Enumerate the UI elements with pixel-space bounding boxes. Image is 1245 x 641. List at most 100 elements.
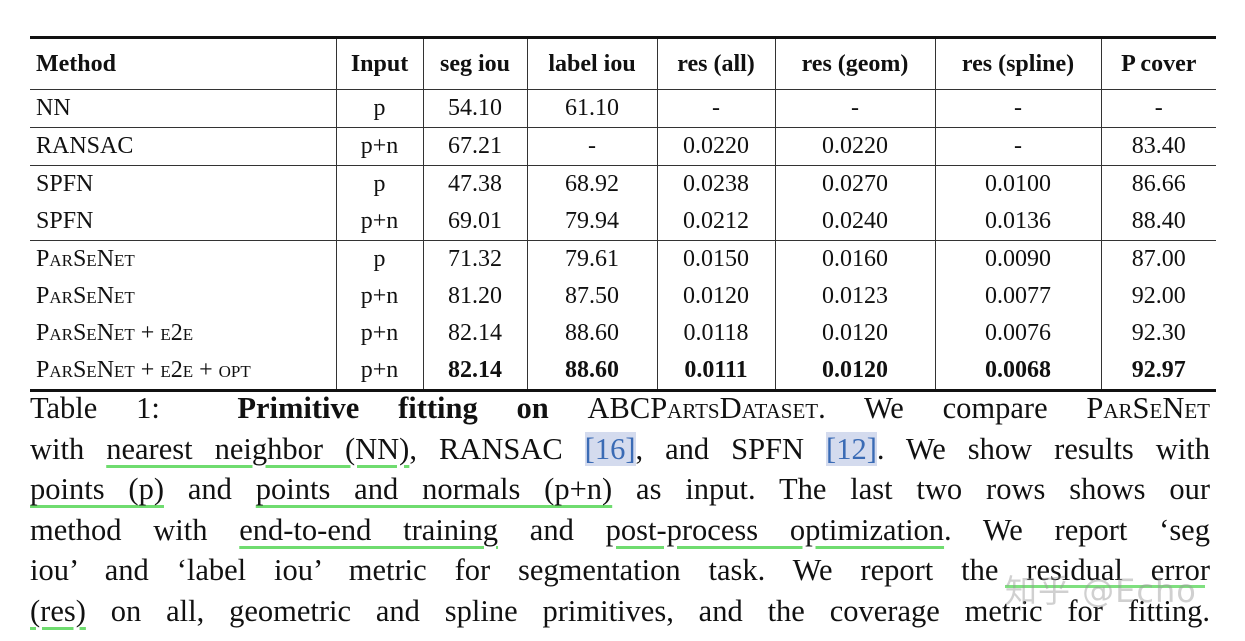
value-cell: 0.0123: [774, 278, 935, 315]
value-cell: 0.0120: [656, 278, 775, 315]
value-cell: 0.0120: [774, 352, 935, 391]
group-parsenet: ParSeNet p 71.32 79.61 0.0150 0.0160 0.0…: [30, 240, 1216, 391]
header-res-all: res (all): [656, 37, 775, 90]
value-cell: 79.94: [526, 203, 657, 241]
citation-ransac-link[interactable]: [16]: [584, 431, 636, 466]
citation-spfn-link[interactable]: [12]: [826, 431, 877, 466]
group-spfn: SPFN p 47.38 68.92 0.0238 0.0270 0.0100 …: [30, 165, 1216, 241]
header-seg-iou: seg iou: [422, 37, 527, 90]
method-cell: RANSAC: [36, 133, 134, 159]
residual-error-text: residual error: [1026, 553, 1210, 588]
value-cell: 0.0150: [656, 240, 775, 278]
value-cell: 88.60: [526, 315, 657, 352]
value-cell: -: [526, 127, 657, 166]
value-cell: 81.20: [422, 278, 527, 315]
parsenet-name: ParSeNet: [1086, 391, 1211, 425]
method-cell: ParSeNet: [36, 283, 135, 309]
value-cell: 0.0136: [934, 203, 1101, 241]
value-cell: 87.00: [1100, 240, 1216, 278]
caption-title: Primitive fitting on: [237, 391, 549, 425]
value-cell: 68.92: [526, 165, 657, 203]
value-cell: 0.0240: [774, 203, 935, 241]
caption-line-1: Table 1: Primitive fitting on ABCPartsDa…: [30, 391, 1211, 425]
results-table: Method Input seg iou label iou res (all)…: [30, 36, 1216, 392]
method-cell: SPFN: [36, 171, 94, 197]
value-cell: 0.0212: [656, 203, 775, 241]
value-cell: 47.38: [422, 165, 527, 203]
method-cell: ParSeNet: [36, 246, 135, 272]
value-cell: 83.40: [1100, 127, 1216, 166]
table-row: ParSeNet p+n 81.20 87.50 0.0120 0.0123 0…: [30, 278, 1216, 315]
input-cell: p+n: [335, 315, 423, 352]
value-cell: 86.66: [1100, 165, 1216, 203]
caption-line-6: (res) on all, geometric and spline primi…: [30, 593, 1210, 628]
method-cell: SPFN: [36, 208, 94, 234]
value-cell: -: [774, 89, 935, 128]
value-cell: 92.97: [1100, 352, 1216, 391]
input-cell: p+n: [335, 203, 423, 241]
highlight-points-normals: points and normals (p+n): [255, 472, 613, 507]
value-cell: -: [1100, 89, 1216, 128]
value-cell: 88.40: [1100, 203, 1216, 241]
value-cell: 87.50: [526, 278, 657, 315]
value-cell: 0.0270: [774, 165, 935, 203]
header-res-spline: res (spline): [934, 37, 1101, 90]
value-cell: 54.10: [422, 89, 527, 128]
value-cell: 0.0068: [934, 352, 1101, 391]
table-row: NN p 54.10 61.10 - - - -: [30, 89, 1216, 128]
value-cell: 0.0220: [656, 127, 775, 166]
input-cell: p: [335, 89, 423, 128]
header-method: Method: [30, 37, 336, 90]
highlight-residual-error-underline: [1005, 585, 1205, 588]
highlight-res: (res): [30, 593, 86, 628]
table-row: SPFN p 47.38 68.92 0.0238 0.0270 0.0100 …: [30, 165, 1216, 203]
value-cell: 92.00: [1100, 278, 1216, 315]
value-cell: 69.01: [422, 203, 527, 241]
value-cell: 0.0100: [934, 165, 1101, 203]
value-cell: 82.14: [422, 352, 527, 391]
results-table-container: Method Input seg iou label iou res (all)…: [30, 36, 1216, 392]
header-label-iou: label iou: [526, 37, 657, 90]
value-cell: 67.21: [422, 127, 527, 166]
value-cell: 0.0118: [656, 315, 775, 352]
value-cell: 0.0076: [934, 315, 1101, 352]
value-cell: 88.60: [526, 352, 657, 391]
value-cell: 71.32: [422, 240, 527, 278]
table-row: ParSeNet p 71.32 79.61 0.0150 0.0160 0.0…: [30, 240, 1216, 278]
highlight-nn: nearest neighbor (NN): [106, 431, 410, 466]
header-p-cover: P cover: [1100, 37, 1216, 90]
method-cell: ParSeNet + e2e: [36, 320, 194, 346]
highlight-e2e: end-to-end training: [239, 512, 499, 547]
value-cell: 0.0077: [934, 278, 1101, 315]
value-cell: 0.0120: [774, 315, 935, 352]
value-cell: 0.0160: [774, 240, 935, 278]
input-cell: p+n: [335, 127, 423, 166]
group-ransac: RANSAC p+n 67.21 - 0.0220 0.0220 - 83.40: [30, 127, 1216, 166]
caption-label: Table 1:: [30, 391, 160, 425]
table-row: ParSeNet + e2e p+n 82.14 88.60 0.0118 0.…: [30, 315, 1216, 352]
value-cell: -: [656, 89, 775, 128]
highlight-points: points (p): [30, 472, 164, 507]
input-cell: p: [335, 240, 423, 278]
method-cell: NN: [36, 95, 71, 121]
table-row: SPFN p+n 69.01 79.94 0.0212 0.0240 0.013…: [30, 203, 1216, 241]
header-res-geom: res (geom): [774, 37, 935, 90]
caption-line-3: points (p) and points and normals (p+n) …: [30, 472, 1210, 507]
input-cell: p+n: [335, 278, 423, 315]
value-cell: 0.0220: [774, 127, 935, 166]
table-row-best: ParSeNet + e2e + opt p+n 82.14 88.60 0.0…: [30, 352, 1216, 391]
value-cell: 61.10: [526, 89, 657, 128]
caption-line-2: with nearest neighbor (NN), RANSAC [16],…: [30, 431, 1210, 466]
input-cell: p+n: [335, 352, 423, 391]
highlight-optimization: post-process optimization: [605, 512, 945, 547]
value-cell: 0.0238: [656, 165, 775, 203]
table-row: RANSAC p+n 67.21 - 0.0220 0.0220 - 83.40: [30, 127, 1216, 166]
method-cell: ParSeNet + e2e + opt: [36, 357, 251, 383]
table-caption: Table 1: Primitive fitting on ABCPartsDa…: [30, 388, 1210, 632]
value-cell: 0.0111: [656, 352, 775, 391]
caption-line-4: method with end-to-end training and post…: [30, 512, 1210, 547]
caption-line-5: iou’ and ‘label iou’ metric for segmenta…: [30, 553, 1210, 588]
header-row: Method Input seg iou label iou res (all)…: [30, 37, 1216, 90]
header-input: Input: [335, 37, 423, 90]
value-cell: 79.61: [526, 240, 657, 278]
